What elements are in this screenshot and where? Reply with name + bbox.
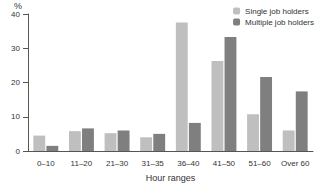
svg-text:0–10: 0–10 [37,159,55,168]
svg-text:0: 0 [16,147,21,156]
svg-text:20: 20 [11,78,20,87]
svg-text:Over 60: Over 60 [281,159,310,168]
svg-text:36–40: 36–40 [177,159,200,168]
svg-text:11–20: 11–20 [71,159,93,168]
svg-text:40: 40 [11,10,20,19]
svg-text:Hour ranges: Hour ranges [146,173,196,183]
svg-text:31–35: 31–35 [142,159,165,168]
svg-text:51–60: 51–60 [248,159,271,168]
svg-text:Multiple job holders: Multiple job holders [245,18,314,27]
svg-text:30: 30 [11,44,20,53]
svg-text:21–30: 21–30 [106,159,129,168]
svg-text:41–50: 41–50 [213,159,236,168]
svg-text:10: 10 [11,112,20,121]
svg-text:Single job holders: Single job holders [245,7,309,16]
